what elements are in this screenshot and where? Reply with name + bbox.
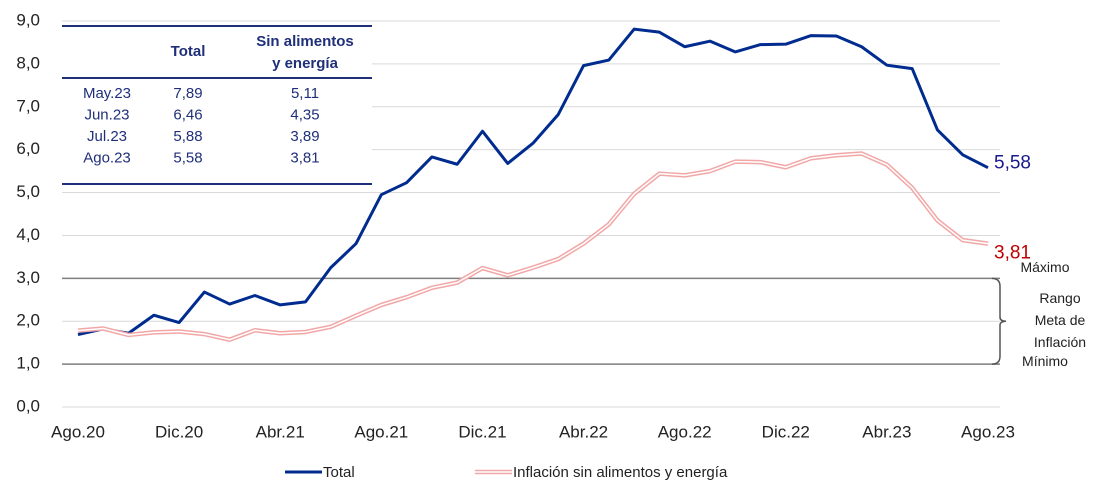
table-cell: Ago.23 [83, 149, 131, 166]
x-tick-label: Ago.21 [354, 422, 408, 441]
series-line-inner [77, 152, 989, 341]
y-tick-label: 8,0 [16, 53, 40, 72]
target-max-label: Máximo [1020, 259, 1069, 275]
table-cell: 6,46 [173, 106, 202, 123]
table-cell: 7,89 [173, 85, 202, 102]
data-label: 5,58 [994, 153, 1031, 174]
data-label: 3,81 [994, 243, 1031, 264]
x-tick-label: Abr.22 [559, 422, 608, 441]
x-tick-label: Abr.23 [862, 422, 911, 441]
table-cell: Jul.23 [87, 128, 127, 145]
y-tick-label: 7,0 [16, 96, 40, 115]
y-tick-label: 1,0 [16, 354, 40, 373]
table-cell: 5,11 [291, 85, 319, 102]
legend-label: Inflación sin alimentos y energía [513, 464, 728, 481]
series-line [77, 27, 989, 336]
y-tick-label: 4,0 [16, 225, 40, 244]
x-tick-label: Ago.23 [961, 422, 1015, 441]
table-cell: 3,89 [290, 128, 319, 145]
x-tick-label: Dic.21 [458, 422, 506, 441]
table-cell: May.23 [83, 85, 131, 102]
table-cell: 5,88 [173, 128, 202, 145]
y-tick-label: 9,0 [16, 10, 40, 29]
table-header: Total [171, 43, 206, 60]
y-tick-label: 5,0 [16, 182, 40, 201]
table-header: y energía [272, 55, 339, 72]
y-tick-label: 0,0 [16, 396, 40, 415]
y-tick-label: 2,0 [16, 311, 40, 330]
x-tick-label: Dic.20 [155, 422, 203, 441]
y-tick-label: 3,0 [16, 268, 40, 287]
bracket [991, 277, 1007, 365]
legend-label: Total [323, 464, 355, 481]
table-cell: 5,58 [173, 149, 202, 166]
y-tick-label: 6,0 [16, 139, 40, 158]
x-tick-label: Ago.20 [51, 422, 105, 441]
table-cell: 3,81 [290, 149, 319, 166]
target-range-label: Inflación [1034, 334, 1086, 350]
x-tick-label: Abr.21 [256, 422, 305, 441]
target-range-label: Rango [1039, 290, 1080, 306]
table-cell: Jun.23 [84, 106, 129, 123]
table-cell: 4,35 [290, 106, 319, 123]
x-tick-label: Dic.22 [762, 422, 810, 441]
table-header: Sin alimentos [256, 33, 354, 50]
target-min-label: Mínimo [1022, 353, 1068, 369]
table-bg [62, 26, 372, 184]
x-tick-label: Ago.22 [658, 422, 712, 441]
target-range-label: Meta de [1035, 312, 1086, 328]
